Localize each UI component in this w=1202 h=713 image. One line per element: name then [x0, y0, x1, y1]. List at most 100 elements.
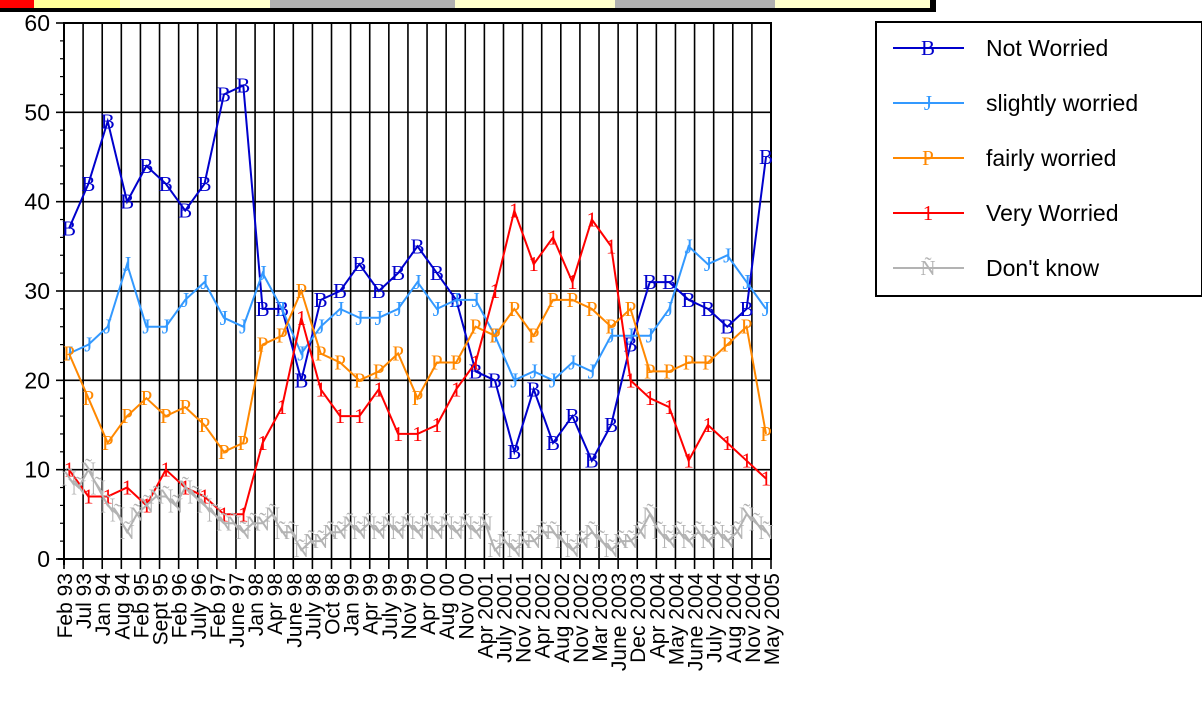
x-tick-label: Mar 2003 [589, 573, 612, 662]
data-point-marker: B [546, 431, 560, 455]
data-point-marker: Ñ [274, 520, 289, 544]
x-tick-label: Apr 2004 [646, 573, 669, 659]
x-tick-label: Aug 94 [111, 573, 134, 640]
data-point-marker: Ñ [758, 520, 773, 544]
y-tick-label: 10 [24, 457, 50, 483]
data-point-marker: Ñ [449, 520, 464, 544]
data-point-marker: Ñ [216, 511, 231, 535]
x-tick-label: Feb 97 [207, 573, 230, 638]
data-point-marker: B [139, 154, 153, 178]
data-point-marker: J [471, 288, 479, 312]
data-point-marker: P [334, 350, 346, 374]
y-tick-label: 30 [24, 278, 50, 304]
data-point-marker: B [178, 199, 192, 223]
data-point-marker: Ñ [545, 520, 560, 544]
data-point-marker: 1 [664, 395, 675, 419]
data-point-marker: B [81, 172, 95, 196]
data-point-marker: J [317, 315, 325, 339]
legend-marker: B [921, 36, 935, 60]
data-point-marker: B [352, 252, 366, 276]
data-point-marker: J [375, 306, 383, 330]
data-point-marker: Ñ [313, 529, 328, 553]
data-point-marker: J [704, 252, 712, 276]
data-point-marker: J [413, 270, 421, 294]
data-point-marker: P [702, 350, 714, 374]
data-point-marker: Ñ [265, 502, 280, 526]
legend-marker: Ñ [920, 256, 935, 280]
data-point-marker: 1 [625, 368, 636, 392]
banner-fill-2 [120, 0, 270, 8]
data-point-marker: B [256, 297, 270, 321]
x-tick-label: Jan 98 [245, 573, 268, 636]
data-point-marker: B [720, 315, 734, 339]
data-point-marker: Ñ [149, 484, 164, 508]
data-point-marker: Ñ [81, 458, 96, 482]
data-point-marker: J [278, 297, 286, 321]
data-point-marker: Ñ [168, 493, 183, 517]
data-point-marker: Ñ [642, 502, 657, 526]
data-point-marker: P [257, 333, 269, 357]
data-point-marker: B [294, 368, 308, 392]
x-tick-label: Nov 99 [398, 573, 421, 640]
data-point-marker: Ñ [652, 520, 667, 544]
data-point-marker: 1 [296, 306, 307, 330]
data-point-marker: Ñ [691, 520, 706, 544]
data-point-marker: 1 [219, 502, 230, 526]
data-point-marker: B [527, 377, 541, 401]
data-point-marker: B [682, 288, 696, 312]
data-point-marker: Ñ [226, 511, 241, 535]
data-point-marker: Ñ [391, 520, 406, 544]
data-point-marker: Ñ [497, 529, 512, 553]
data-point-marker: Ñ [400, 511, 415, 535]
data-point-marker: Ñ [381, 511, 396, 535]
data-point-marker: 1 [277, 395, 288, 419]
data-point-marker: 1 [528, 252, 539, 276]
data-point-marker: P [625, 297, 637, 321]
data-point-marker: B [507, 440, 521, 464]
series-line [68, 467, 767, 552]
y-tick-label: 0 [37, 546, 50, 572]
data-point-marker: J [607, 324, 615, 348]
data-point-marker: P [237, 431, 249, 455]
data-point-marker: J [259, 261, 267, 285]
series-line [68, 244, 767, 382]
x-tick-label: Feb 95 [130, 573, 153, 638]
data-point-marker: P [586, 297, 598, 321]
y-tick-label: 40 [24, 189, 50, 215]
legend-label: Don't know [986, 255, 1099, 281]
data-point-marker: 1 [606, 234, 617, 258]
data-point-marker: Ñ [574, 529, 589, 553]
data-point-marker: Ñ [516, 529, 531, 553]
data-point-marker: Ñ [613, 529, 628, 553]
x-tick-label: Nov 2004 [742, 573, 765, 663]
data-point-marker: J [355, 306, 363, 330]
data-point-marker: 1 [587, 208, 598, 232]
data-point-marker: J [665, 297, 673, 321]
data-point-marker: P [741, 315, 753, 339]
x-tick-label: Apr 99 [360, 573, 383, 635]
x-tick-label: Feb 93 [54, 573, 77, 638]
banner-accent [0, 0, 34, 8]
data-point-marker: Ñ [604, 538, 619, 562]
data-point-marker: B [469, 359, 483, 383]
data-point-marker: Ñ [662, 529, 677, 553]
data-point-marker: Ñ [158, 484, 173, 508]
data-point-marker: J [220, 306, 228, 330]
x-tick-label: Jan 99 [341, 573, 364, 636]
x-tick-label: July 2004 [704, 573, 727, 663]
x-tick-label: Jul 93 [73, 573, 96, 629]
y-tick-label: 60 [24, 10, 50, 36]
data-point-marker: Ñ [139, 493, 154, 517]
data-point-marker: P [315, 342, 327, 366]
data-point-marker: B [759, 145, 773, 169]
data-point-marker: P [605, 315, 617, 339]
data-point-marker: J [433, 297, 441, 321]
data-point-marker: 1 [490, 279, 501, 303]
data-point-marker: P [450, 350, 462, 374]
data-point-marker: J [510, 368, 518, 392]
data-point-marker: 1 [722, 431, 733, 455]
data-point-marker: 1 [761, 467, 772, 491]
